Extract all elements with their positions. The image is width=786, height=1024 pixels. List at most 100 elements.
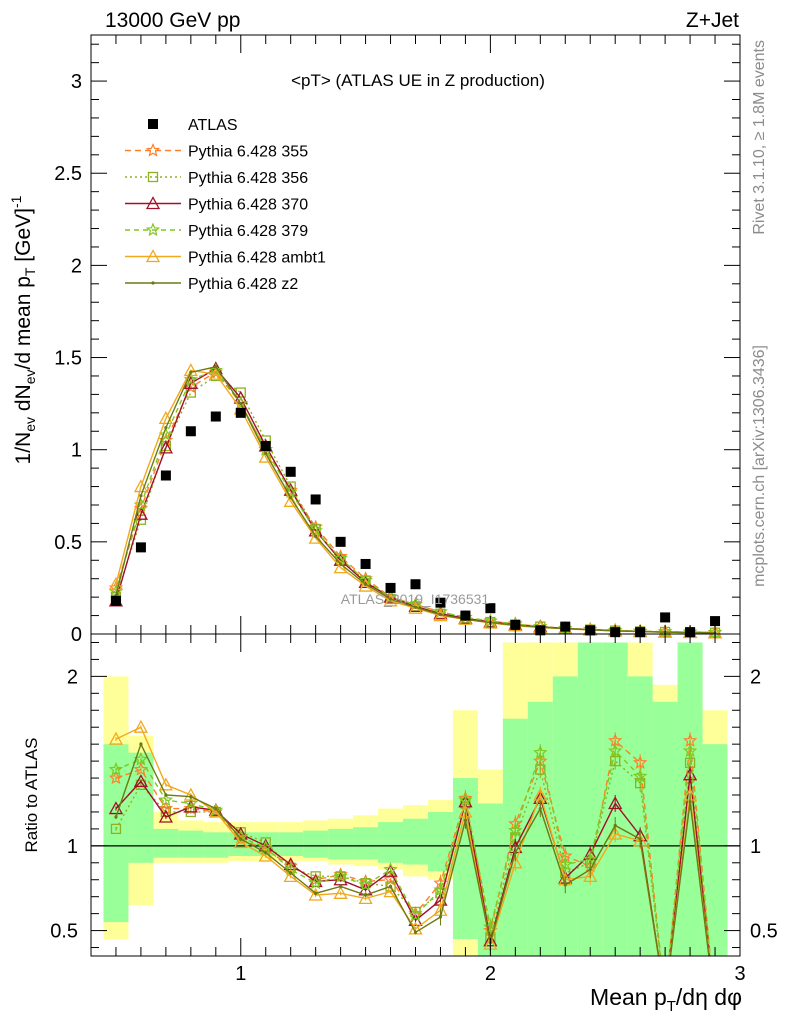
atlas-point-16 (510, 619, 521, 630)
atlas-point-0 (110, 595, 121, 606)
ratio-point-s3-18 (558, 856, 573, 871)
main-point-s5-9 (339, 562, 343, 566)
ratio-point-s5-9 (339, 884, 343, 889)
ratio-point-s5-18 (563, 883, 567, 887)
ratio-point-s3-8 (308, 875, 323, 890)
ratio-ytick-label-right-0: 0.5 (750, 921, 778, 943)
atlas-point-7 (285, 466, 296, 477)
green-band-7 (278, 832, 304, 857)
main-point-s4-3 (183, 363, 198, 377)
ratio-point-s5-10 (363, 893, 368, 897)
ratio-point-s5-4 (214, 806, 218, 811)
ratio-point-s4-1 (133, 719, 149, 733)
main-point-s5-1 (139, 494, 143, 498)
ratio-point-s5-19 (588, 867, 592, 872)
main-point-s4-2 (158, 411, 173, 425)
green-band-3 (178, 830, 204, 858)
legend-marker-5 (145, 249, 161, 263)
ratio-point-s5-5 (239, 837, 243, 841)
main-ytick-label-6: 3 (71, 71, 82, 93)
header-process: Z+Jet (686, 9, 739, 32)
ratio-point-s3-23 (682, 743, 698, 758)
ratio-ytick-label-right-1: 1 (750, 836, 761, 858)
rivet-info: Rivet 3.1.10, ≥ 1.8M events (751, 40, 768, 235)
atlas-point-9 (335, 536, 346, 547)
green-band-21 (627, 676, 653, 956)
ratio-ytick-label-right-2: 2 (750, 666, 761, 688)
ratio-ytick-label-left-1: 1 (67, 836, 78, 858)
main-y-axis-label: 1/Nev dNev/d mean pT [GeV]-1 (8, 195, 38, 464)
ratio-point-s5-20 (613, 823, 617, 828)
legend-marker-2 (147, 171, 159, 183)
legend-label-2: Pythia 6.428 356 (188, 170, 308, 187)
main-ytick-label-1: 0.5 (54, 532, 82, 554)
ratio-point-s4-20 (608, 826, 623, 840)
ratio-point-s3-11 (383, 862, 398, 876)
atlas-point-14 (460, 610, 471, 621)
ratio-point-s4-19 (583, 868, 598, 882)
legend-label-1: Pythia 6.428 355 (188, 144, 308, 161)
ratio-curves (108, 719, 711, 956)
main-axis-ticks: 0 0.5 1 1.5 2 2.5 3 (54, 35, 740, 646)
ratio-point-s5-14 (463, 818, 468, 823)
green-band-19 (577, 642, 603, 956)
atlas-point-8 (310, 494, 321, 505)
green-band-2 (153, 828, 179, 858)
main-point-s3-2 (158, 427, 174, 442)
ratio-point-s2-20 (608, 796, 623, 810)
ratio-point-s3-0 (108, 762, 124, 776)
ratio-point-s1-0 (110, 823, 122, 835)
ratio-point-s5-0 (114, 815, 118, 819)
legend-label-3: Pythia 6.428 370 (188, 197, 308, 214)
green-band-17 (527, 701, 553, 956)
ratio-plot-marks (91, 642, 740, 956)
main-point-s5-3 (189, 370, 193, 374)
green-band-12 (403, 818, 428, 865)
ratio-point-s4-10 (358, 891, 373, 905)
watermark: ATLAS_2019_I1736531 (341, 591, 490, 607)
mcplots-info: mcplots.cern.ch [arXiv:1306.3436] (751, 345, 768, 587)
ratio-ytick-label-left-0: 0.5 (50, 921, 78, 943)
ratio-point-s4-5 (233, 835, 248, 849)
ratio-axis-ticks: 0.5 0.5 1 1 2 2 1 2 3 (50, 634, 778, 985)
atlas-point-4 (210, 411, 221, 422)
green-band-9 (328, 828, 354, 860)
ratio-point-s5-17 (538, 806, 542, 811)
ratio-point-s5-12 (413, 930, 418, 934)
ratio-point-s3-9 (333, 868, 348, 883)
main-ytick-label-0: 0 (71, 624, 82, 646)
ratio-point-s5-1 (139, 742, 143, 746)
main-title: <pT> (ATLAS UE in Z production) (291, 71, 545, 90)
x-tick-label-0: 1 (235, 963, 246, 985)
ratio-point-s5-7 (289, 871, 293, 875)
ratio-point-s3-20 (608, 743, 623, 758)
atlas-point-15 (485, 603, 496, 614)
x-tick-label-1: 2 (485, 963, 496, 985)
legend-marker-6 (151, 281, 155, 285)
green-band-4 (203, 832, 229, 858)
main-point-s3-4 (208, 362, 223, 377)
main-point-s5-6 (264, 451, 268, 455)
main-panel: 0 0.5 1 1.5 2 2.5 3 <pT> (ATLAS UE in Z produc… (8, 34, 741, 646)
x-tick-label-2: 3 (734, 963, 745, 985)
atlas-point-12 (410, 579, 421, 590)
legend: ATLAS Pythia 6.428 355 Pythia 6.428 356 Pyt… (125, 117, 326, 293)
ratio-panel: 0.5 0.5 1 1 2 2 1 2 3 Ratio to ATLAS Mean pT/dη … (22, 633, 778, 1015)
main-point-s5-10 (363, 582, 368, 586)
ratio-point-s3-14 (458, 792, 473, 807)
ratio-point-s5-2 (164, 793, 168, 797)
ratio-point-s3-3 (183, 795, 199, 810)
x-axis-label: Mean pT/dη dφ (590, 984, 742, 1015)
ratio-point-s3-17 (533, 745, 548, 759)
atlas-point-2 (160, 470, 171, 481)
ratio-ytick-label-left-2: 2 (67, 666, 78, 688)
green-band-10 (353, 827, 379, 860)
main-ytick-label-3: 1.5 (54, 348, 82, 370)
legend-label-0: ATLAS (188, 117, 238, 134)
main-point-s4-8 (308, 530, 323, 544)
ratio-point-s5-3 (189, 795, 193, 799)
header-energy: 13000 GeV pp (105, 9, 240, 32)
ratio-point-s5-13 (438, 915, 443, 919)
legend-marker-4 (145, 222, 161, 237)
